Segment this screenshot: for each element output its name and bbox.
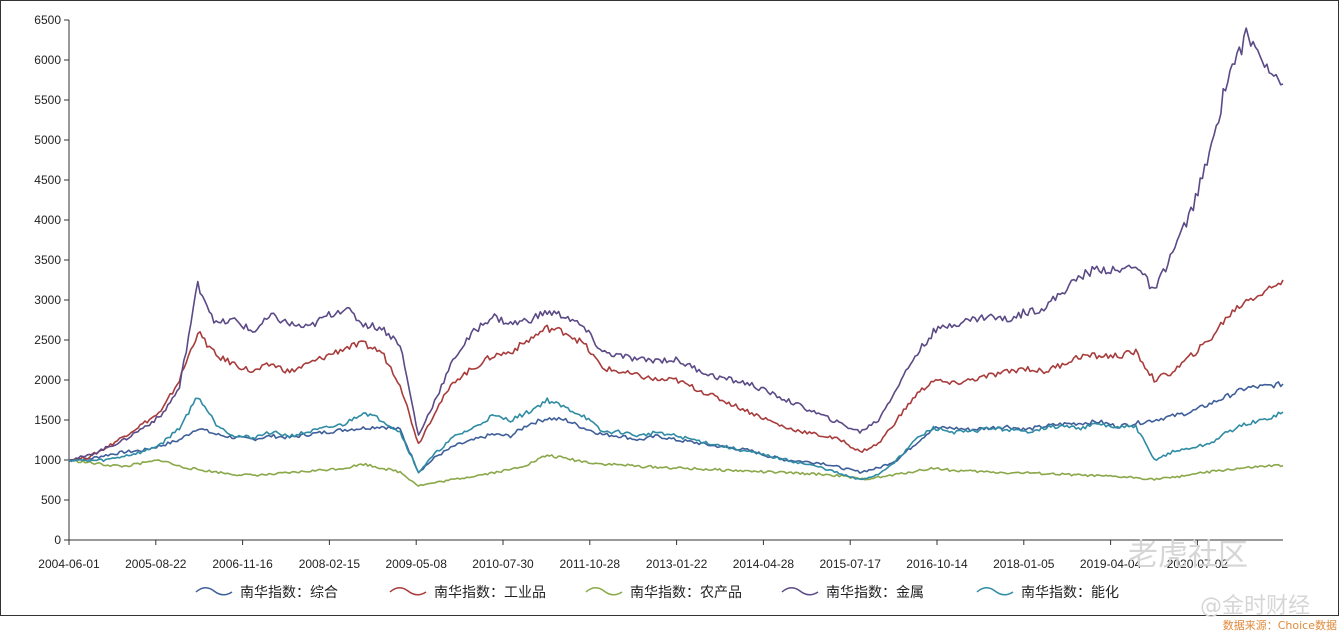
y-tick-label: 2500 — [34, 333, 61, 347]
series-line-0 — [68, 381, 1284, 474]
y-tick-label: 2000 — [34, 373, 61, 387]
x-tick-label: 2018-01-05 — [993, 557, 1055, 571]
legend-label-2: 南华指数：农产品 — [630, 585, 742, 601]
y-ticks: 0 500 1000 1500 2000 2500 3000 3500 4000 4500 5000… — [34, 13, 69, 547]
legend-label-0: 南华指数：综合 — [240, 585, 338, 601]
line-chart: 0 500 1000 1500 2000 2500 3000 3500 4000 4500 5000… — [34, 13, 1284, 601]
legend-label-1: 南华指数：工业品 — [434, 585, 546, 601]
x-tick-label: 2005-08-22 — [125, 557, 187, 571]
y-tick-label: 500 — [41, 493, 61, 507]
legend-swatch-4 — [976, 587, 1014, 596]
x-tick-label: 2009-05-08 — [386, 557, 448, 571]
x-tick-label: 2011-10-28 — [560, 557, 621, 571]
watermark-author: @金时财经 — [1200, 594, 1311, 619]
axes — [68, 20, 1283, 541]
y-tick-label: 5000 — [34, 133, 61, 147]
legend: 南华指数：综合 南华指数：工业品 南华指数：农产品 南华指数：金属 南华指数：能化 — [195, 585, 1119, 601]
y-tick-label: 5500 — [34, 93, 61, 107]
y-tick-label: 4000 — [34, 213, 61, 227]
legend-swatch-3 — [781, 587, 819, 596]
legend-swatch-1 — [389, 587, 427, 596]
y-tick-label: 6500 — [34, 13, 61, 27]
x-tick-label: 2016-10-14 — [906, 557, 968, 571]
series-line-3 — [68, 27, 1284, 463]
legend-label-3: 南华指数：金属 — [826, 585, 924, 601]
watermark-brand: 老虎社区 — [1128, 538, 1248, 573]
y-tick-label: 3000 — [34, 293, 61, 307]
legend-swatch-0 — [195, 587, 233, 596]
x-tick-label: 2013-01-22 — [646, 557, 708, 571]
y-tick-label: 4500 — [34, 173, 61, 187]
legend-label-4: 南华指数：能化 — [1021, 585, 1119, 601]
y-tick-label: 6000 — [34, 53, 61, 67]
y-tick-label: 1000 — [34, 453, 61, 467]
series-line-2 — [68, 454, 1284, 487]
x-tick-label: 2008-02-15 — [299, 557, 361, 571]
y-tick-label: 1500 — [34, 413, 61, 427]
x-tick-label: 2015-07-17 — [820, 557, 882, 571]
x-tick-label: 2004-06-01 — [38, 557, 100, 571]
series-line-1 — [68, 279, 1284, 463]
legend-swatch-2 — [585, 587, 623, 596]
x-tick-label: 2010-07-30 — [472, 557, 534, 571]
series-lines — [68, 27, 1284, 487]
x-ticks: 2004-06-01 2005-08-22 2006-11-16 2008-02-15… — [38, 540, 1228, 571]
series-line-4 — [68, 397, 1284, 481]
x-tick-label: 2019-04-04 — [1080, 557, 1142, 571]
chart-frame — [0, 0, 1339, 616]
source-note: 数据来源：Choice数据 — [1222, 619, 1337, 632]
y-tick-label: 3500 — [34, 253, 61, 267]
x-tick-label: 2014-04-28 — [733, 557, 795, 571]
y-tick-label: 0 — [54, 533, 61, 547]
x-tick-label: 2006-11-16 — [212, 557, 273, 571]
x-tick-label: 2020-07-02 — [1167, 557, 1229, 571]
